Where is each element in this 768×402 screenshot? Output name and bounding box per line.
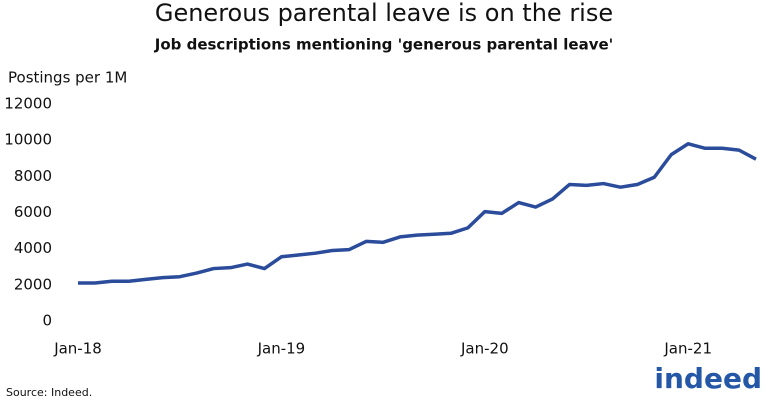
data-line xyxy=(78,142,757,285)
x-tick-label: Jan-18 xyxy=(53,340,102,358)
y-axis-label: Postings per 1M xyxy=(8,69,127,87)
y-tick-label: 8000 xyxy=(14,167,52,185)
x-tick-label: Jan-21 xyxy=(663,340,712,358)
logo: indeed xyxy=(654,362,762,395)
y-tick-label: 12000 xyxy=(4,95,52,113)
x-tick-label: Jan-20 xyxy=(460,340,509,358)
source-note: Source: Indeed. xyxy=(6,386,92,399)
y-tick-label: 6000 xyxy=(14,203,52,221)
chart-title: Generous parental leave is on the rise xyxy=(155,0,613,27)
y-tick-label: 0 xyxy=(42,312,52,330)
y-tick-label: 10000 xyxy=(4,131,52,149)
y-tick-label: 4000 xyxy=(14,239,52,257)
y-tick-label: 2000 xyxy=(14,275,52,293)
x-tick-label: Jan-19 xyxy=(257,340,306,358)
chart-subtitle: Job descriptions mentioning 'generous pa… xyxy=(154,36,614,54)
